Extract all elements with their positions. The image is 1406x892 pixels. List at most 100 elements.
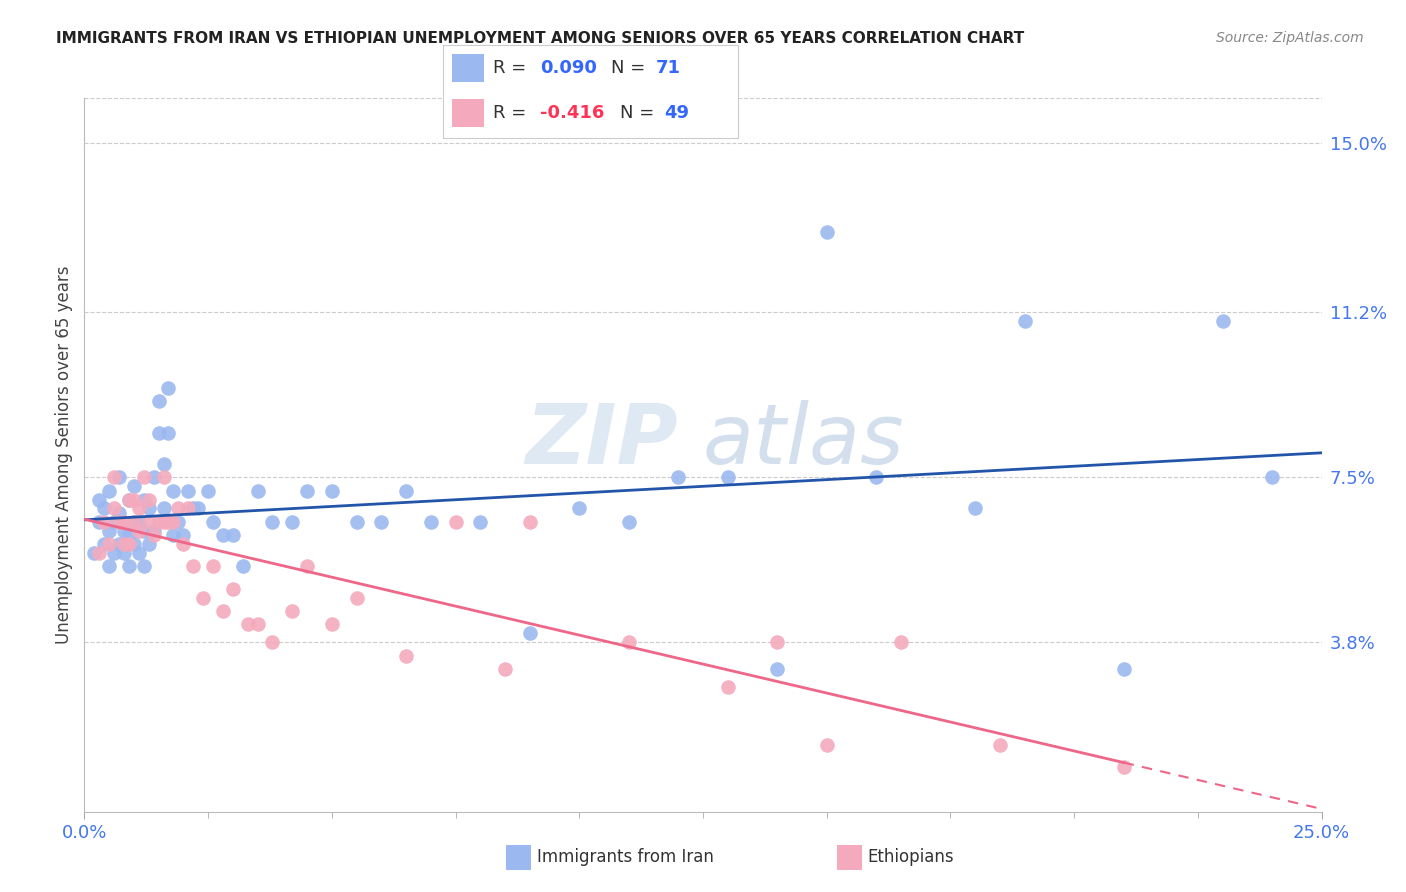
Text: N =: N =: [620, 103, 659, 121]
Point: [122, 515, 145, 529]
Point: [162, 483, 184, 498]
Point: [444, 515, 467, 529]
Point: [295, 483, 318, 498]
Point: [89, 515, 111, 529]
Point: [118, 492, 141, 507]
Point: [142, 470, 165, 484]
Point: [93, 501, 115, 516]
Point: [890, 635, 912, 649]
Point: [666, 470, 689, 484]
Point: [103, 501, 125, 516]
FancyBboxPatch shape: [451, 54, 484, 82]
Point: [181, 559, 204, 574]
Point: [246, 483, 269, 498]
Text: R =: R =: [494, 103, 531, 121]
Point: [152, 515, 174, 529]
Point: [132, 559, 155, 574]
Y-axis label: Unemployment Among Seniors over 65 years: Unemployment Among Seniors over 65 years: [55, 266, 73, 644]
Text: 49: 49: [665, 103, 689, 121]
Point: [138, 515, 160, 529]
Point: [395, 648, 418, 663]
Point: [93, 515, 115, 529]
Point: [172, 528, 194, 542]
Point: [103, 546, 125, 560]
Point: [128, 524, 150, 538]
Point: [212, 528, 235, 542]
Point: [108, 506, 131, 520]
Point: [167, 515, 190, 529]
Point: [281, 604, 304, 618]
Point: [519, 626, 541, 640]
Text: Ethiopians: Ethiopians: [868, 848, 955, 866]
Point: [152, 457, 174, 471]
Text: 71: 71: [655, 59, 681, 77]
Point: [177, 483, 200, 498]
Point: [132, 470, 155, 484]
Point: [222, 528, 245, 542]
Point: [717, 680, 740, 694]
Point: [138, 537, 160, 551]
Point: [202, 515, 225, 529]
Point: [98, 483, 121, 498]
Point: [157, 515, 180, 529]
Point: [108, 537, 131, 551]
Point: [103, 515, 125, 529]
Point: [202, 559, 225, 574]
Point: [108, 515, 131, 529]
Text: R =: R =: [494, 59, 531, 77]
Point: [118, 559, 141, 574]
Point: [191, 591, 214, 605]
Point: [108, 470, 131, 484]
Point: [132, 524, 155, 538]
Point: [122, 479, 145, 493]
Point: [148, 515, 170, 529]
Point: [128, 546, 150, 560]
Point: [128, 515, 150, 529]
Point: [89, 546, 111, 560]
Point: [236, 617, 259, 632]
Point: [395, 483, 418, 498]
Point: [187, 501, 209, 516]
Point: [142, 524, 165, 538]
Point: [172, 537, 194, 551]
Point: [321, 483, 343, 498]
Point: [815, 738, 838, 752]
Point: [118, 528, 141, 542]
Point: [93, 537, 115, 551]
Point: [118, 537, 141, 551]
Point: [212, 604, 235, 618]
Point: [122, 537, 145, 551]
Point: [766, 662, 789, 676]
Point: [152, 470, 174, 484]
Point: [222, 582, 245, 596]
Point: [148, 394, 170, 409]
Point: [98, 524, 121, 538]
Point: [89, 492, 111, 507]
Point: [148, 425, 170, 440]
Point: [122, 515, 145, 529]
Text: ZIP: ZIP: [526, 401, 678, 481]
Text: -0.416: -0.416: [540, 103, 605, 121]
Text: atlas: atlas: [703, 401, 904, 481]
Point: [118, 492, 141, 507]
Point: [112, 546, 135, 560]
Point: [766, 635, 789, 649]
Point: [281, 515, 304, 529]
Point: [232, 559, 254, 574]
Text: Source: ZipAtlas.com: Source: ZipAtlas.com: [1216, 31, 1364, 45]
FancyBboxPatch shape: [451, 99, 484, 127]
Point: [181, 501, 204, 516]
Point: [262, 515, 284, 529]
Point: [617, 515, 640, 529]
Point: [83, 546, 105, 560]
Point: [138, 492, 160, 507]
Point: [295, 559, 318, 574]
Text: 0.090: 0.090: [540, 59, 598, 77]
Point: [112, 524, 135, 538]
Point: [815, 225, 838, 239]
Point: [152, 501, 174, 516]
Point: [162, 515, 184, 529]
Point: [157, 425, 180, 440]
Point: [568, 501, 591, 516]
Point: [494, 662, 516, 676]
